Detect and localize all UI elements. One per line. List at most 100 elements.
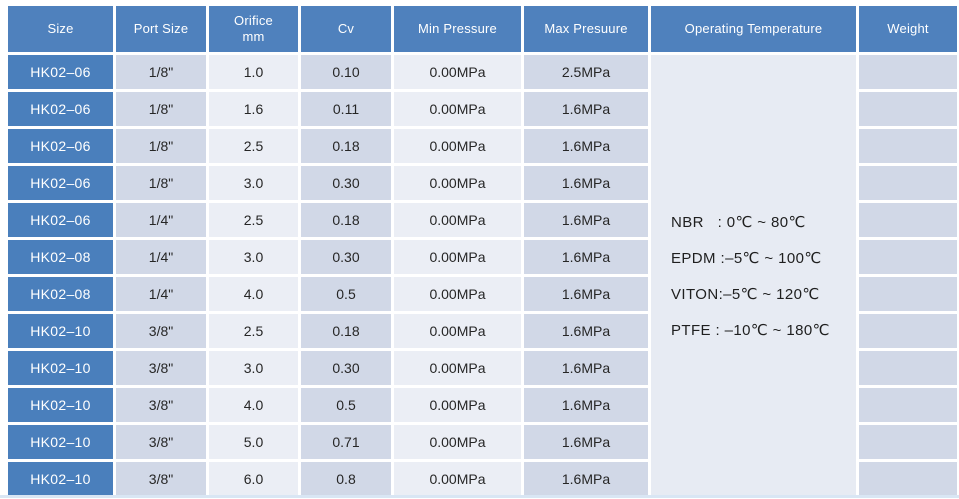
cell-max: 2.5MPa <box>524 55 648 89</box>
column-header-orifice: Orifice mm <box>209 6 298 52</box>
cell-size: HK02–10 <box>8 425 113 459</box>
cell-cv: 0.71 <box>301 425 391 459</box>
cell-min: 0.00MPa <box>394 388 521 422</box>
cell-max: 1.6MPa <box>524 388 648 422</box>
cell-orifice: 4.0 <box>209 277 298 311</box>
operating-temperature-line: NBR : 0℃ ~ 80℃ <box>671 213 806 231</box>
cell-max: 1.6MPa <box>524 314 648 348</box>
cell-size: HK02–06 <box>8 55 113 89</box>
cell-orifice: 6.0 <box>209 462 298 496</box>
cell-orifice: 2.5 <box>209 314 298 348</box>
cell-size: HK02–10 <box>8 351 113 385</box>
cell-orifice: 5.0 <box>209 425 298 459</box>
column-header-weight: Weight <box>859 6 957 52</box>
cell-cv: 0.11 <box>301 92 391 126</box>
cell-orifice: 1.6 <box>209 92 298 126</box>
cell-max: 1.6MPa <box>524 425 648 459</box>
operating-temperature-line: PTFE : –10℃ ~ 180℃ <box>671 321 830 339</box>
cell-cv: 0.18 <box>301 129 391 163</box>
cell-max: 1.6MPa <box>524 240 648 274</box>
cell-port: 1/8" <box>116 166 206 200</box>
cell-min: 0.00MPa <box>394 55 521 89</box>
cell-orifice: 2.5 <box>209 129 298 163</box>
cell-min: 0.00MPa <box>394 462 521 496</box>
bottom-divider <box>0 495 959 498</box>
cell-min: 0.00MPa <box>394 92 521 126</box>
weight-cell <box>859 92 957 126</box>
cell-size: HK02–08 <box>8 240 113 274</box>
cell-cv: 0.18 <box>301 203 391 237</box>
cell-size: HK02–08 <box>8 277 113 311</box>
cell-max: 1.6MPa <box>524 462 648 496</box>
cell-size: HK02–06 <box>8 129 113 163</box>
weight-cell <box>859 55 957 89</box>
cell-port: 1/4" <box>116 240 206 274</box>
cell-orifice: 3.0 <box>209 351 298 385</box>
weight-cell <box>859 388 957 422</box>
cell-size: HK02–06 <box>8 203 113 237</box>
cell-cv: 0.5 <box>301 388 391 422</box>
cell-size: HK02–10 <box>8 462 113 496</box>
cell-cv: 0.8 <box>301 462 391 496</box>
cell-orifice: 3.0 <box>209 240 298 274</box>
cell-port: 1/8" <box>116 92 206 126</box>
cell-cv: 0.10 <box>301 55 391 89</box>
specification-table: Size Port Size Orifice mm Cv Min Pressure Max… <box>8 6 957 496</box>
weight-cell <box>859 277 957 311</box>
column-header-size: Size <box>8 6 113 52</box>
cell-min: 0.00MPa <box>394 129 521 163</box>
cell-port: 3/8" <box>116 314 206 348</box>
cell-size: HK02–10 <box>8 314 113 348</box>
weight-cell <box>859 351 957 385</box>
cell-max: 1.6MPa <box>524 129 648 163</box>
weight-cell <box>859 314 957 348</box>
cell-size: HK02–06 <box>8 92 113 126</box>
weight-cell <box>859 240 957 274</box>
column-header-optemp: Operating Temperature <box>651 6 856 52</box>
weight-cell <box>859 166 957 200</box>
cell-port: 1/4" <box>116 203 206 237</box>
cell-min: 0.00MPa <box>394 203 521 237</box>
column-header-cv: Cv <box>301 6 391 52</box>
cell-port: 1/4" <box>116 277 206 311</box>
weight-cell <box>859 129 957 163</box>
column-header-max: Max Presuure <box>524 6 648 52</box>
cell-port: 1/8" <box>116 55 206 89</box>
cell-min: 0.00MPa <box>394 277 521 311</box>
cell-cv: 0.30 <box>301 166 391 200</box>
weight-cell <box>859 425 957 459</box>
cell-cv: 0.18 <box>301 314 391 348</box>
cell-min: 0.00MPa <box>394 240 521 274</box>
column-header-port: Port Size <box>116 6 206 52</box>
cell-port: 3/8" <box>116 388 206 422</box>
cell-port: 3/8" <box>116 351 206 385</box>
weight-cell <box>859 462 957 496</box>
cell-min: 0.00MPa <box>394 351 521 385</box>
cell-size: HK02–10 <box>8 388 113 422</box>
cell-orifice: 3.0 <box>209 166 298 200</box>
cell-cv: 0.5 <box>301 277 391 311</box>
operating-temperature-line: EPDM :–5℃ ~ 100℃ <box>671 249 822 267</box>
cell-port: 3/8" <box>116 462 206 496</box>
cell-max: 1.6MPa <box>524 277 648 311</box>
cell-orifice: 1.0 <box>209 55 298 89</box>
cell-cv: 0.30 <box>301 351 391 385</box>
cell-max: 1.6MPa <box>524 92 648 126</box>
cell-cv: 0.30 <box>301 240 391 274</box>
cell-min: 0.00MPa <box>394 425 521 459</box>
cell-max: 1.6MPa <box>524 166 648 200</box>
cell-min: 0.00MPa <box>394 314 521 348</box>
cell-orifice: 2.5 <box>209 203 298 237</box>
cell-max: 1.6MPa <box>524 203 648 237</box>
cell-port: 1/8" <box>116 129 206 163</box>
cell-size: HK02–06 <box>8 166 113 200</box>
cell-port: 3/8" <box>116 425 206 459</box>
operating-temperature-cell: NBR : 0℃ ~ 80℃ EPDM :–5℃ ~ 100℃ VITON:–5℃ … <box>651 55 856 496</box>
cell-min: 0.00MPa <box>394 166 521 200</box>
operating-temperature-line: VITON:–5℃ ~ 120℃ <box>671 285 820 303</box>
cell-max: 1.6MPa <box>524 351 648 385</box>
weight-cell <box>859 203 957 237</box>
cell-orifice: 4.0 <box>209 388 298 422</box>
column-header-min: Min Pressure <box>394 6 521 52</box>
